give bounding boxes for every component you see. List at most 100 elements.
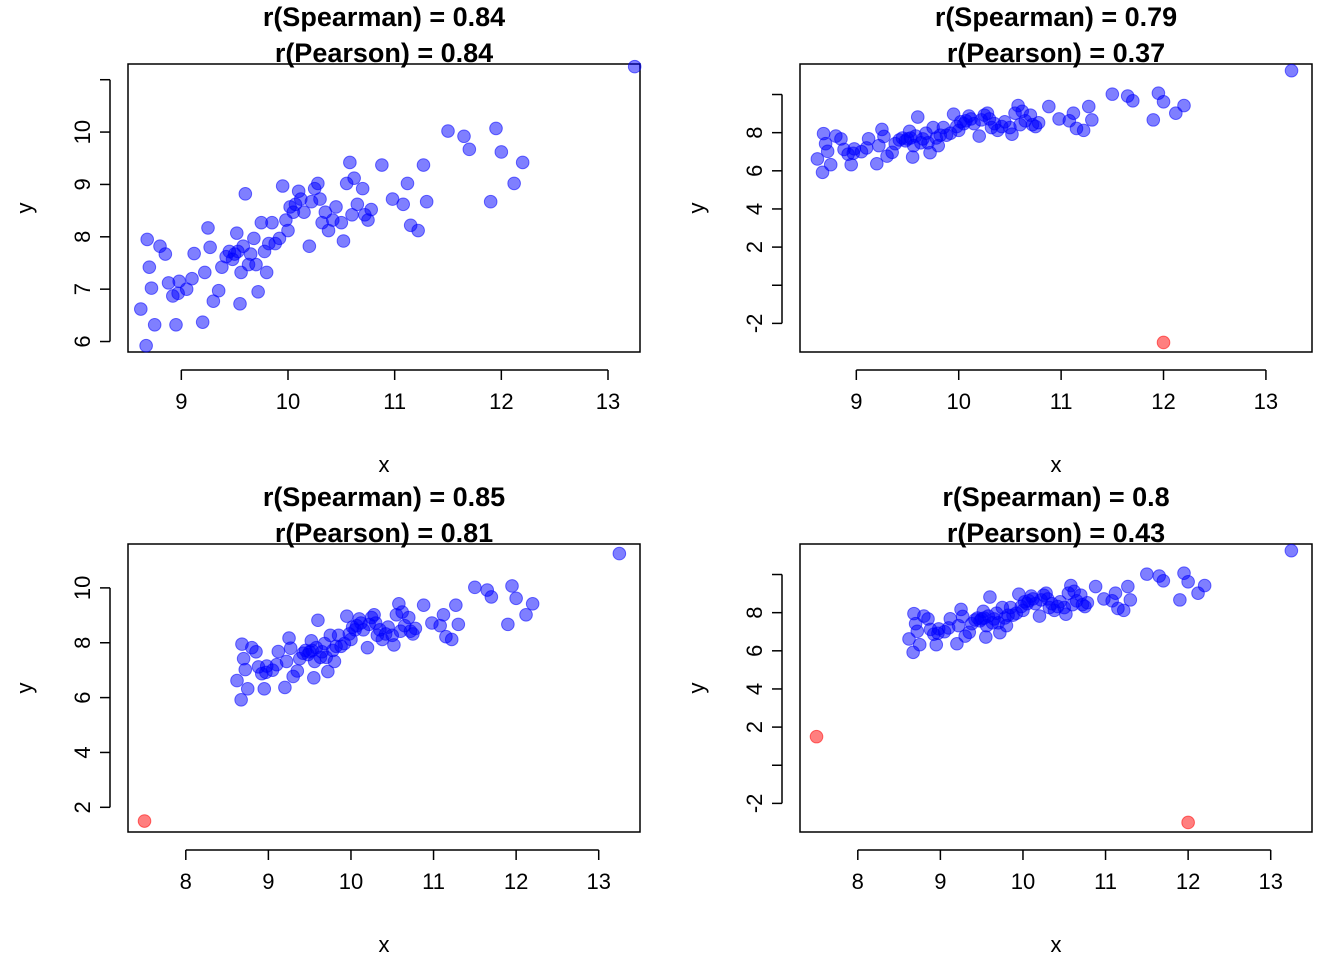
y-tick-label: 7 [70, 283, 95, 295]
data-point [400, 176, 415, 191]
data-point [311, 176, 325, 191]
data-point [411, 223, 425, 238]
data-point [1042, 99, 1056, 114]
data-point [436, 607, 451, 622]
y-tick-label: 6 [742, 165, 767, 177]
data-point [494, 145, 509, 159]
data-point [612, 546, 627, 561]
data-point [158, 247, 173, 261]
x-tick-label: 10 [339, 869, 363, 894]
data-point [1066, 106, 1081, 121]
data-point [1197, 578, 1212, 593]
data-point [905, 150, 920, 164]
data-point [955, 609, 970, 624]
data-point [283, 641, 298, 656]
data-point [1156, 94, 1171, 109]
plot-box [799, 543, 1313, 833]
data-point [877, 129, 891, 144]
y-tick-label: 2 [742, 721, 767, 733]
chart-title-pearson: r(Pearson) = 0.84 [275, 38, 493, 68]
x-tick-label: 11 [1050, 389, 1073, 414]
data-point [364, 202, 379, 217]
y-axis-label: y [684, 203, 709, 214]
data-point [1123, 593, 1138, 607]
data-point [240, 682, 255, 696]
chart-title-spearman: r(Spearman) = 0.84 [263, 2, 505, 32]
data-point [140, 232, 154, 247]
data-point [290, 664, 305, 678]
y-tick-label: 8 [70, 637, 95, 649]
plot-box [127, 543, 641, 833]
data-point [1116, 603, 1131, 618]
panel-1: 9 10 11 12 13 6 7 8 9 10 x y r(Spearman) = 0.84 r(Pea… [12, 2, 642, 477]
data-point [142, 260, 157, 274]
data-point [525, 596, 540, 611]
panel-3: 8 9 10 11 12 13 2 4 6 8 10 x y r(Spearman) = 0.85 r(Pe… [12, 482, 641, 957]
data-point [509, 591, 523, 606]
y-axis-label: y [684, 683, 709, 694]
x-tick-label: 8 [852, 869, 864, 894]
x-tick-label: 8 [180, 869, 192, 894]
panel-4: 8 9 10 11 12 13 -2 2 4 6 8 x y r(Spearman) = 0.8 r(Pea… [684, 482, 1313, 957]
data-point [1284, 543, 1299, 558]
y-tick-label: 4 [742, 683, 767, 695]
data-point [929, 637, 944, 652]
x-tick-label: 13 [586, 869, 610, 894]
data-point [307, 671, 321, 685]
x-tick-label: 11 [383, 389, 406, 414]
data-point [1156, 574, 1171, 588]
data-point [396, 197, 411, 212]
data-point [169, 317, 183, 332]
outlier-point [137, 814, 152, 828]
data-point [1059, 607, 1073, 621]
data-point [257, 682, 272, 696]
data-point [350, 197, 365, 212]
data-point [238, 662, 253, 677]
x-tick-label: 9 [175, 389, 187, 414]
data-point [321, 664, 335, 679]
data-point [360, 640, 375, 655]
data-point [272, 231, 287, 246]
data-point [505, 579, 519, 593]
data-point [259, 265, 274, 280]
data-point [972, 129, 987, 143]
plot-box [127, 63, 641, 353]
data-point [1032, 609, 1047, 623]
data-point [278, 680, 292, 695]
data-point [979, 630, 993, 644]
y-tick-label: 4 [742, 203, 767, 215]
data-point [1005, 127, 1019, 141]
data-point [1105, 87, 1120, 101]
data-point [844, 157, 859, 172]
data-point [302, 239, 317, 254]
data-point [311, 613, 325, 628]
data-point [1031, 115, 1046, 130]
data-point [1126, 94, 1140, 108]
data-point [416, 598, 431, 612]
data-point [385, 192, 400, 206]
x-tick-label: 12 [1176, 869, 1200, 894]
data-point [983, 590, 997, 604]
data-point [810, 152, 825, 166]
data-point [327, 654, 342, 669]
data-point [484, 590, 499, 604]
x-tick-label: 10 [276, 389, 300, 414]
data-point [247, 231, 261, 246]
data-point [238, 187, 253, 201]
data-point [329, 200, 343, 214]
data-point [336, 234, 351, 248]
chart-title-spearman: r(Spearman) = 0.85 [263, 482, 505, 512]
chart-title-spearman: r(Spearman) = 0.79 [935, 2, 1177, 32]
x-tick-label: 10 [1011, 869, 1035, 894]
y-tick-label: 8 [742, 607, 767, 619]
data-point [519, 607, 533, 622]
data-point [134, 302, 148, 316]
data-point [334, 215, 349, 230]
chart-title-pearson: r(Pearson) = 0.37 [947, 38, 1165, 68]
y-axis-label: y [12, 203, 37, 214]
data-point [387, 638, 401, 652]
chart-title-pearson: r(Pearson) = 0.43 [947, 518, 1165, 548]
data-point [910, 624, 925, 639]
data-point [870, 156, 884, 171]
